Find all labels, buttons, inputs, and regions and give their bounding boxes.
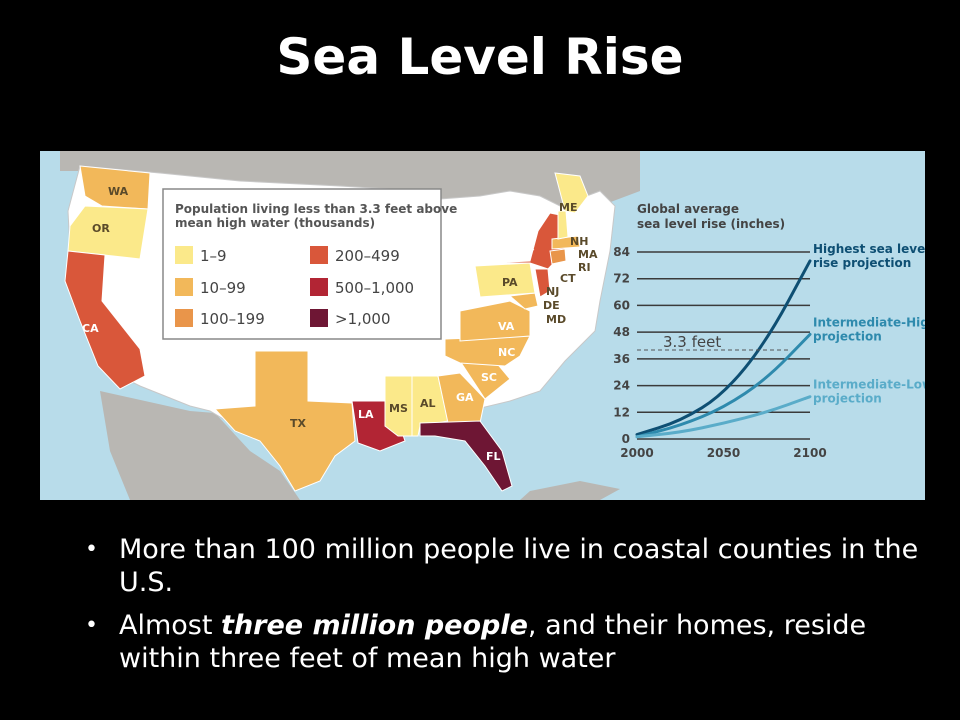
bullet-2: • Almost three million people, and their… [85, 609, 945, 675]
cuba-land [520, 481, 620, 500]
label-TX: TX [290, 417, 307, 430]
legend-item-1: 1–9 [200, 247, 227, 265]
series-label: Highest sea level [813, 242, 925, 256]
label-RI: RI [578, 261, 591, 274]
x-tick-label: 2100 [793, 446, 826, 460]
label-LA: LA [358, 408, 374, 421]
label-VA: VA [498, 320, 515, 333]
bullet-2-emphasis: three million people [221, 610, 528, 641]
bullet-dot: • [85, 537, 98, 562]
legend-item-5: 500–1,000 [335, 279, 414, 297]
annotation-label: 3.3 feet [663, 333, 721, 351]
map-legend: Population living less than 3.3 feet abo… [162, 188, 457, 340]
label-WA: WA [108, 185, 129, 198]
state-NH [557, 210, 569, 240]
label-PA: PA [502, 276, 518, 289]
state-ME [554, 172, 589, 214]
sea-level-chart: Global average sea level rise (inches) 0… [613, 202, 925, 460]
slide-title: Sea Level Rise [276, 28, 684, 86]
state-NJ [534, 268, 551, 298]
label-NJ: NJ [546, 285, 559, 298]
legend-item-6: >1,000 [335, 310, 391, 328]
legend-item-3: 100–199 [200, 310, 265, 328]
chart-title-line1: Global average [637, 202, 739, 216]
state-VA [459, 300, 531, 342]
label-CA: CA [82, 322, 99, 335]
label-ME: ME [559, 201, 577, 214]
y-tick-label: 48 [613, 325, 630, 339]
series-label: rise projection [813, 256, 911, 270]
y-tick-label: 0 [622, 432, 630, 446]
y-tick-label: 84 [613, 245, 630, 259]
canada-land [60, 151, 640, 206]
y-tick-label: 60 [613, 298, 630, 312]
legend-item-4: 200–499 [335, 247, 400, 265]
series-label: projection [813, 392, 882, 406]
bullet-2-pre: Almost [119, 610, 222, 641]
label-MD: MD [546, 313, 566, 326]
label-DE: DE [543, 299, 560, 312]
y-tick-label: 72 [613, 272, 630, 286]
bullet-1-text: More than 100 million people live in coa… [119, 534, 919, 598]
legend-title-line1: Population living less than 3.3 feet abo… [175, 202, 457, 216]
chart-title-line2: sea level rise (inches) [637, 217, 785, 231]
label-AL: AL [420, 397, 436, 410]
x-tick-label: 2000 [620, 446, 653, 460]
label-GA: GA [456, 391, 474, 404]
label-NY: NY [517, 247, 535, 260]
label-MA: MA [578, 248, 598, 261]
label-NH: NH [570, 235, 588, 248]
legend-item-2: 10–99 [200, 279, 246, 297]
series-line [635, 332, 812, 439]
legend-title-line2: mean high water (thousands) [175, 216, 375, 230]
label-OR: OR [92, 222, 110, 235]
bullet-2-post: , and their homes, reside within three f… [119, 610, 867, 674]
figure-svg: WA OR CA TX LA MS AL GA FL SC NC VA PA N… [40, 151, 925, 500]
mexico-land [100, 391, 300, 500]
state-CT [549, 248, 567, 265]
label-SC: SC [481, 371, 497, 384]
sea-level-figure: WA OR CA TX LA MS AL GA FL SC NC VA PA N… [40, 151, 925, 500]
state-FL [419, 420, 513, 492]
x-tick-label: 2050 [707, 446, 740, 460]
series-line [635, 259, 812, 437]
series-label: projection [813, 329, 882, 343]
y-tick-label: 24 [613, 379, 630, 393]
state-PA [474, 262, 536, 298]
series-label: Intermediate-Low [813, 378, 925, 392]
label-MS: MS [389, 402, 408, 415]
state-CA [64, 250, 146, 390]
state-MS [384, 375, 413, 437]
label-FL: FL [486, 450, 501, 463]
y-tick-label: 36 [613, 352, 630, 366]
bullet-list: • More than 100 million people live in c… [85, 533, 945, 685]
y-tick-label: 12 [613, 405, 630, 419]
label-CT: CT [560, 272, 576, 285]
state-GA [437, 372, 486, 424]
bullet-1: • More than 100 million people live in c… [85, 533, 945, 599]
series-label: Intermediate-High [813, 315, 925, 329]
label-NC: NC [498, 346, 515, 359]
bullet-dot: • [85, 613, 98, 638]
series-line [635, 395, 812, 439]
state-TX [213, 350, 356, 492]
